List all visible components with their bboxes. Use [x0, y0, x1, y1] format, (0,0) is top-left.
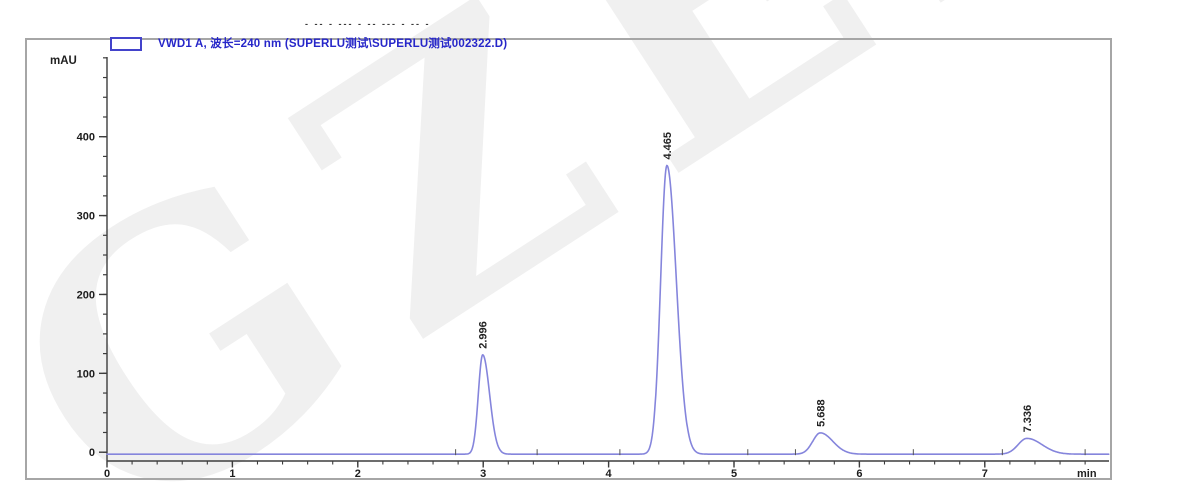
x-tick-label: 5: [731, 468, 737, 480]
x-axis-unit-label: min: [1077, 468, 1097, 480]
peak-rt-label: 2.996: [478, 321, 490, 349]
legend: VWD1 A, 波长=240 nm (SUPERLU测试\SUPERLU测试00…: [110, 36, 507, 51]
legend-swatch-icon: [110, 36, 142, 51]
y-tick-label: 0: [89, 447, 95, 459]
y-tick-label: 300: [77, 211, 95, 223]
y-tick-label: 200: [77, 289, 95, 301]
peak-rt-label: 7.336: [1022, 405, 1034, 433]
peak-rt-label: 4.465: [662, 132, 674, 160]
x-tick-label: 7: [982, 468, 988, 480]
clipped-header-text: - -- - --- - -- --- - -- -: [305, 20, 431, 28]
x-tick-label: 1: [229, 468, 235, 480]
y-axis-unit-label: mAU: [50, 55, 77, 67]
y-tick-label: 100: [77, 368, 95, 380]
peak-rt-label: 5.688: [815, 399, 827, 427]
x-tick-label: 4: [606, 468, 613, 480]
plot-frame: [25, 38, 1112, 480]
y-tick-label: 400: [77, 132, 95, 144]
x-tick-label: 0: [104, 468, 110, 480]
x-tick-label: 6: [856, 468, 862, 480]
legend-label: VWD1 A, 波长=240 nm (SUPERLU测试\SUPERLU测试00…: [158, 38, 508, 50]
x-tick-label: 3: [480, 468, 486, 480]
chromatogram-trace: [106, 164, 1110, 455]
x-tick-label: 2: [355, 468, 361, 480]
